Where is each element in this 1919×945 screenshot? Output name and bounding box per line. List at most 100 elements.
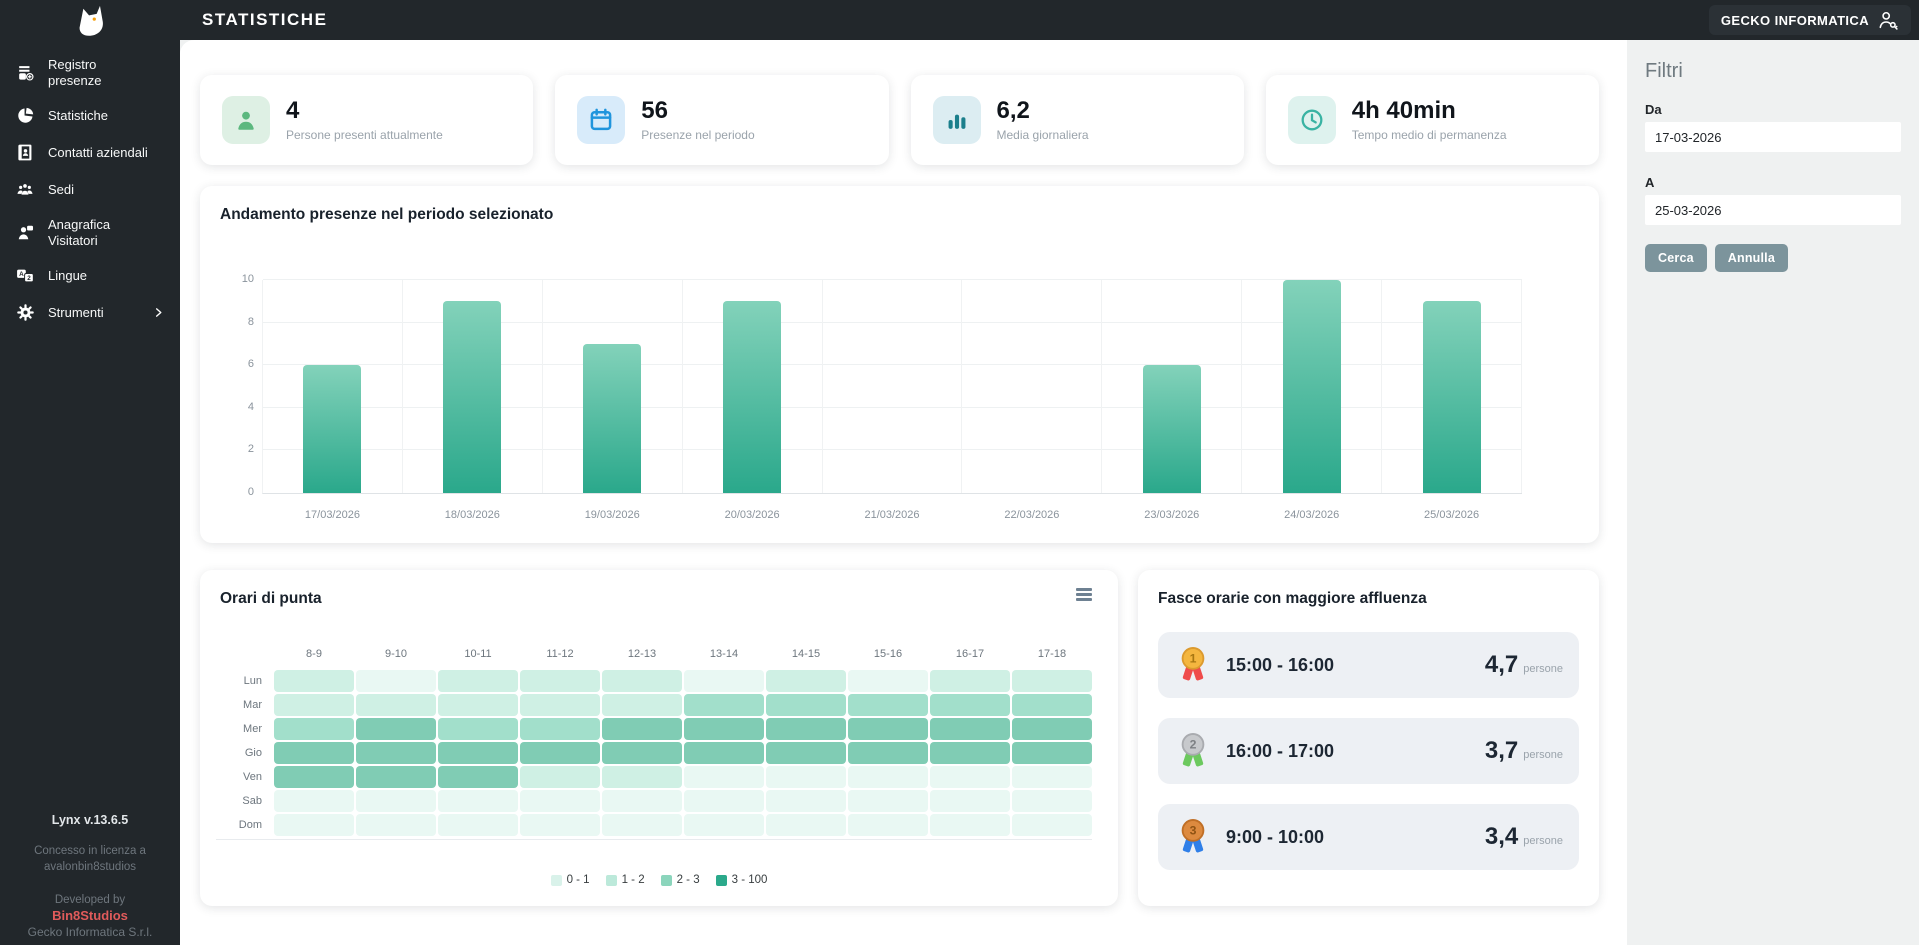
x-axis-tick-label: 22/03/2026 — [1004, 509, 1060, 521]
clock-icon — [1287, 96, 1336, 144]
sidebar-item-sedi[interactable]: Sedi — [0, 171, 180, 208]
heatmap-cell — [848, 790, 928, 812]
heatmap-row-label: Mar — [243, 699, 262, 711]
attendance-trend-title: Andamento presenze nel periodo seleziona… — [220, 206, 554, 223]
svg-text:3: 3 — [1190, 824, 1197, 838]
heatmap-cell — [766, 766, 846, 788]
heatmap-cell — [684, 694, 764, 716]
heatmap-cell — [274, 670, 354, 692]
x-axis-tick-label: 18/03/2026 — [444, 509, 500, 521]
sidebar-item-contatti-aziendali[interactable]: Contatti aziendali — [0, 134, 180, 171]
legend-item-3-100[interactable]: 3 - 100 — [715, 874, 768, 886]
top-slots-title: Fasce orarie con maggiore affluenza — [1158, 590, 1427, 607]
x-axis-tick-label: 20/03/2026 — [724, 509, 780, 521]
heatmap-column-label: 10-11 — [464, 648, 492, 660]
heatmap-column-label: 13-14 — [709, 648, 739, 660]
sidebar-item-lingue[interactable]: A 2 Lingue — [0, 257, 180, 294]
gridline — [263, 364, 1522, 366]
heatmap-cell — [602, 814, 682, 836]
cancel-button[interactable]: Annulla — [1714, 244, 1788, 272]
heatmap-column-label: 11-12 — [546, 648, 574, 660]
bar — [723, 301, 782, 493]
filters-title: Filtri — [1645, 60, 1683, 82]
account-button[interactable]: GECKO INFORMATICA — [1708, 5, 1911, 35]
filter-buttons: Cerca Annulla — [1645, 244, 1788, 272]
heatmap-cell — [274, 694, 354, 716]
bar — [303, 365, 362, 493]
heatmap-cell — [766, 670, 846, 692]
heatmap-column-label: 14-15 — [791, 648, 821, 660]
heatmap-column-label: 16-17 — [955, 648, 985, 660]
legend-label: 3 - 100 — [731, 874, 768, 886]
slot-time-range: 16:00 - 17:00 — [1226, 740, 1335, 761]
heatmap-cell — [274, 718, 354, 740]
company-name: Gecko Informatica S.r.l. — [27, 925, 153, 939]
legend-swatch — [660, 874, 672, 886]
legend-swatch — [605, 874, 617, 886]
bar-slot: 25/03/2026 — [1382, 280, 1523, 521]
chart-menu-icon[interactable] — [1076, 588, 1092, 601]
developer-name: Bin8Studios — [52, 908, 128, 923]
sidebar-item-label: Sedi — [48, 181, 75, 197]
heatmap-cell — [520, 718, 600, 740]
heatmap-column-label: 15-16 — [873, 648, 903, 660]
y-axis-tick-label: 4 — [247, 400, 254, 413]
heatmap-cell — [438, 718, 518, 740]
heatmap-legend: 0 - 1 1 - 2 2 - 3 3 - 100 — [200, 874, 1118, 886]
legend-item-0-1[interactable]: 0 - 1 — [550, 874, 590, 886]
search-button[interactable]: Cerca — [1645, 244, 1707, 272]
app-version: Lynx v.13.6.5 — [51, 812, 129, 827]
bar-slot: 23/03/2026 — [1102, 280, 1243, 521]
sidebar-item-strumenti[interactable]: Strumenti — [0, 294, 180, 331]
heatmap-cell — [356, 742, 436, 764]
heatmap-cell — [684, 790, 764, 812]
heatmap-row-label: Sab — [242, 795, 262, 807]
heatmap-row-label: Gio — [244, 747, 262, 759]
heatmap-cell — [930, 718, 1010, 740]
heatmap-cell — [602, 670, 682, 692]
svg-text:2: 2 — [1190, 738, 1197, 752]
sidebar-item-statistiche[interactable]: Statistiche — [0, 97, 180, 134]
heatmap-cell — [684, 718, 764, 740]
top-slot-row-2: 2 16:00 - 17:00 3,7 persone — [1158, 718, 1579, 784]
heatmap-column-label: 12-13 — [627, 648, 657, 660]
heatmap-row-label: Dom — [238, 819, 262, 831]
bar-slot: 20/03/2026 — [683, 280, 823, 521]
legend-swatch — [550, 874, 562, 886]
gridline — [263, 321, 1522, 323]
date-from-input[interactable] — [1645, 122, 1901, 152]
heatmap-cell — [520, 694, 600, 716]
date-to-label: A — [1645, 175, 1655, 190]
legend-item-2-3[interactable]: 2 - 3 — [660, 874, 700, 886]
heatmap-row-label: Lun — [243, 675, 262, 687]
legend-item-1-2[interactable]: 1 - 2 — [605, 874, 645, 886]
sidebar-item-anagrafica-visitatori[interactable]: Anagrafica Visitatori — [0, 208, 180, 257]
heatmap-cell — [1012, 718, 1092, 740]
attendance-trend-card: Andamento presenze nel periodo seleziona… — [200, 186, 1599, 543]
gridline — [263, 449, 1522, 451]
heatmap-cell — [848, 718, 928, 740]
stat-card-tempo-medio-di-permanenza: 4h 40min Tempo medio di permanenza — [1265, 75, 1599, 165]
heatmap-cell — [356, 718, 436, 740]
y-axis-tick-label: 2 — [247, 443, 254, 456]
heatmap-cell — [356, 814, 436, 836]
pie-chart-icon — [12, 106, 38, 125]
date-to-input[interactable] — [1645, 195, 1901, 225]
stat-value: 4h 40min — [1351, 96, 1456, 124]
heatmap-cell — [520, 766, 600, 788]
y-axis-tick-label: 10 — [241, 273, 254, 285]
bar — [1142, 365, 1201, 493]
stat-text: 6,2 Media giornaliera — [997, 97, 1089, 142]
heatmap-cell — [766, 742, 846, 764]
heatmap-column-label: 8-9 — [306, 648, 322, 660]
bar — [443, 301, 502, 493]
sidebar-item-label: Strumenti — [48, 305, 104, 321]
app-logo[interactable] — [0, 0, 180, 44]
legend-label: 0 - 1 — [566, 874, 590, 886]
filters-panel: Filtri Da A Cerca Annulla — [1627, 40, 1919, 945]
heatmap-cell — [520, 790, 600, 812]
stat-label: Tempo medio di permanenza — [1351, 128, 1507, 143]
heatmap-cell — [438, 694, 518, 716]
sidebar-item-registro-presenze[interactable]: Registro presenze — [0, 48, 180, 97]
top-slot-row-3: 3 9:00 - 10:00 3,4 persone — [1158, 804, 1579, 870]
